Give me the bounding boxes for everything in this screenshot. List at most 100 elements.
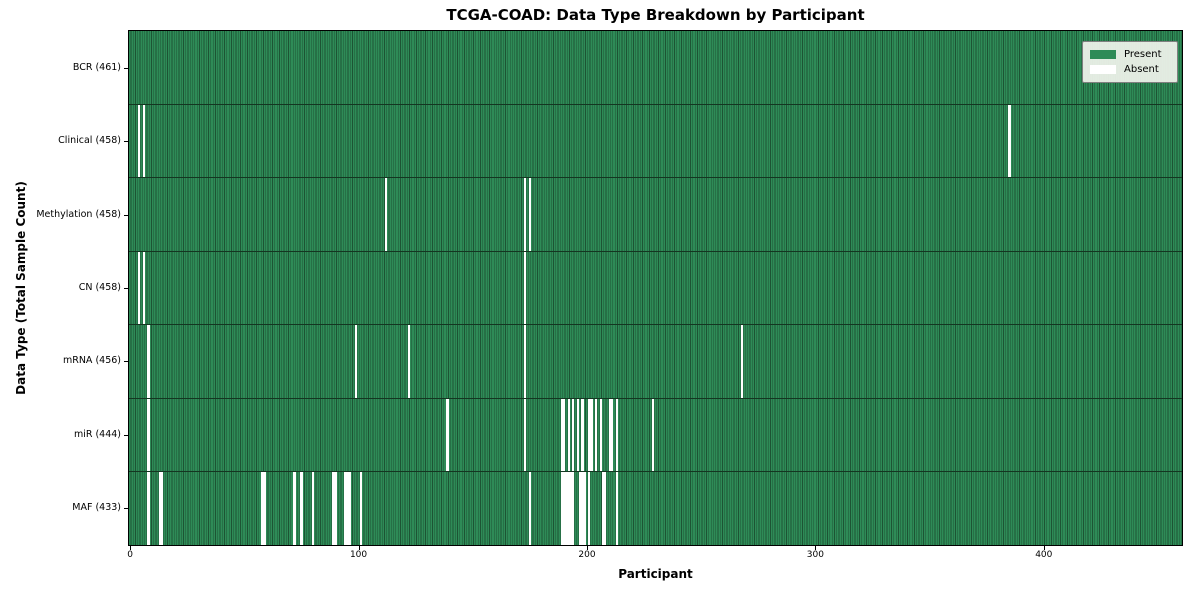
- absent-stripe: [590, 398, 593, 472]
- x-tick-label: 200: [578, 550, 596, 560]
- x-tick-mark: [358, 546, 360, 550]
- absent-stripe: [581, 398, 584, 472]
- absent-stripe: [332, 472, 335, 546]
- x-tick-label: 400: [1035, 550, 1053, 560]
- absent-stripe: [615, 472, 618, 546]
- x-tick-label: 300: [806, 550, 824, 560]
- absent-stripe: [604, 472, 607, 546]
- row-methylation: [129, 178, 1182, 252]
- absent-stripe: [147, 472, 150, 546]
- absent-stripe: [446, 398, 449, 472]
- y-tick-mark: [124, 288, 128, 289]
- absent-stripe: [588, 398, 591, 472]
- absent-stripe: [384, 178, 388, 251]
- absent-stripe: [142, 251, 145, 325]
- absent-stripe: [608, 398, 611, 472]
- absent-stripe: [562, 398, 566, 472]
- absent-stripe: [615, 398, 618, 472]
- absent-stripe: [300, 472, 303, 546]
- absent-stripe: [1008, 104, 1011, 178]
- absent-stripe: [528, 472, 531, 546]
- absent-stripe: [576, 398, 579, 472]
- absent-stripe: [138, 104, 141, 178]
- absent-stripe: [343, 472, 346, 546]
- absent-stripe: [311, 472, 314, 546]
- row-maf: [129, 472, 1182, 546]
- absent-stripe: [560, 472, 563, 546]
- y-tick-label-clinical: Clinical (458): [58, 135, 121, 147]
- y-tick-label-mrna: mRNA (456): [62, 355, 121, 367]
- x-tick-mark: [130, 546, 132, 550]
- absent-stripe: [158, 472, 161, 546]
- y-tick-mark: [124, 141, 128, 143]
- absent-stripe: [588, 472, 591, 546]
- absent-stripe: [583, 472, 586, 546]
- absent-stripe: [572, 398, 575, 472]
- legend-swatch-present: [1090, 50, 1116, 59]
- x-tick-mark: [815, 546, 817, 550]
- legend-item-absent: Absent: [1090, 64, 1170, 76]
- y-tick-mark: [124, 434, 128, 436]
- y-tick-label-maf: MAF (433): [72, 502, 121, 514]
- chart-title: TCGA-COAD: Data Type Breakdown by Partic…: [446, 6, 865, 24]
- x-tick-label: 100: [349, 550, 368, 560]
- absent-stripe: [147, 325, 150, 398]
- absent-stripe: [263, 472, 267, 546]
- row-clinical: [129, 104, 1182, 179]
- absent-stripe: [524, 178, 527, 251]
- absent-stripe: [407, 325, 410, 398]
- x-tick-label: 0: [127, 550, 133, 560]
- legend-swatch-absent: [1090, 65, 1116, 74]
- absent-stripe: [345, 472, 349, 546]
- legend-label: Absent: [1124, 63, 1159, 75]
- x-tick-mark: [1043, 546, 1045, 550]
- row-bcr: [129, 31, 1182, 105]
- absent-stripe: [565, 472, 568, 546]
- y-tick-mark: [124, 361, 128, 363]
- absent-stripe: [652, 398, 655, 472]
- absent-stripe: [567, 472, 570, 546]
- legend-item-present: Present: [1090, 49, 1170, 61]
- absent-stripe: [572, 472, 575, 546]
- plot-area: [128, 30, 1183, 546]
- row-cn: [129, 251, 1182, 326]
- legend-label: Present: [1124, 48, 1162, 60]
- absent-stripe: [524, 251, 527, 325]
- legend: Present Absent: [1082, 41, 1178, 83]
- x-axis-label: Participant: [618, 567, 693, 581]
- absent-stripe: [524, 325, 527, 398]
- absent-stripe: [594, 398, 598, 472]
- absent-stripe: [334, 472, 337, 546]
- absent-stripe: [581, 472, 584, 546]
- absent-stripe: [610, 398, 614, 472]
- absent-stripe: [599, 398, 602, 472]
- absent-stripe: [567, 398, 570, 472]
- absent-stripe: [359, 472, 362, 546]
- absent-stripe: [355, 325, 358, 398]
- absent-stripe: [562, 472, 566, 546]
- absent-stripe: [261, 472, 264, 546]
- absent-stripe: [138, 251, 141, 325]
- absent-stripe: [578, 472, 582, 546]
- y-tick-label-cn: CN (458): [78, 282, 121, 293]
- y-tick-mark: [124, 508, 128, 510]
- absent-stripe: [147, 398, 150, 472]
- absent-stripe: [601, 472, 605, 546]
- y-tick-label-mir: miR (444): [73, 428, 121, 440]
- y-tick-mark: [124, 214, 128, 216]
- y-tick-mark: [124, 67, 128, 69]
- y-tick-label-methylation: Methylation (458): [36, 208, 121, 220]
- absent-stripe: [293, 472, 296, 546]
- row-mrna: [129, 325, 1182, 399]
- absent-stripe: [524, 398, 527, 472]
- absent-stripe: [142, 104, 145, 178]
- absent-stripe: [560, 398, 563, 472]
- absent-stripe: [741, 325, 744, 398]
- absent-stripe: [348, 472, 351, 546]
- x-tick-mark: [586, 546, 588, 550]
- absent-stripe: [160, 472, 164, 546]
- absent-stripe: [569, 472, 573, 546]
- y-tick-label-bcr: BCR (461): [72, 61, 121, 73]
- absent-stripe: [528, 178, 531, 251]
